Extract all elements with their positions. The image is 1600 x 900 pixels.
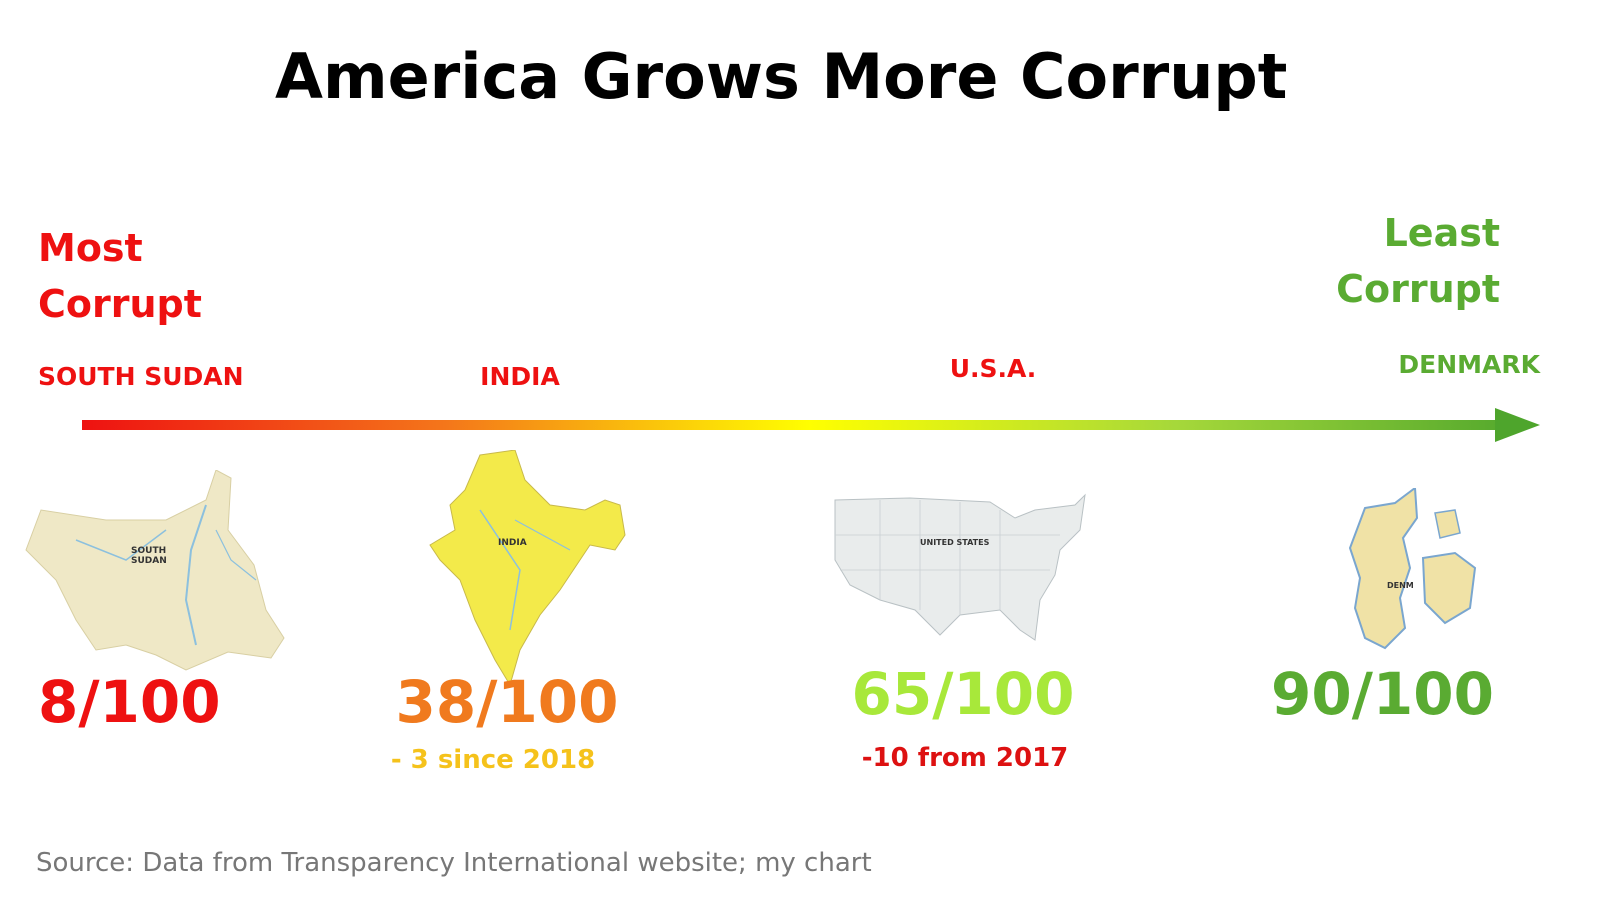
most-corrupt-label: Most Corrupt bbox=[38, 220, 202, 332]
denmark-map-icon: DENM bbox=[1345, 488, 1480, 653]
least-corrupt-line1: Least bbox=[1383, 211, 1500, 255]
svg-text:SOUTH: SOUTH bbox=[131, 546, 166, 556]
score-india: 38/100 bbox=[395, 668, 619, 736]
india-map-icon: INDIA bbox=[429, 450, 626, 687]
score-south-sudan: 8/100 bbox=[38, 668, 221, 736]
south-sudan-map-icon: SOUTH SUDAN bbox=[25, 470, 285, 671]
corruption-scale-arrow bbox=[82, 408, 1540, 442]
least-corrupt-line2: Corrupt bbox=[1336, 267, 1500, 311]
score-denmark: 90/100 bbox=[1271, 660, 1494, 728]
page-title: America Grows More Corrupt bbox=[275, 40, 1288, 113]
svg-text:DENM: DENM bbox=[1387, 581, 1414, 590]
svg-text:INDIA: INDIA bbox=[498, 538, 527, 548]
country-label-usa: U.S.A. bbox=[949, 354, 1037, 383]
source-note: Source: Data from Transparency Internati… bbox=[36, 848, 872, 878]
usa-map-icon: UNITED STATES bbox=[834, 493, 1086, 641]
change-note-india: - 3 since 2018 bbox=[390, 745, 596, 775]
country-label-denmark: DENMARK bbox=[1398, 350, 1540, 379]
change-note-usa: -10 from 2017 bbox=[861, 743, 1069, 773]
svg-text:UNITED STATES: UNITED STATES bbox=[920, 538, 990, 547]
svg-text:SUDAN: SUDAN bbox=[131, 556, 167, 566]
score-usa: 65/100 bbox=[851, 660, 1075, 728]
most-corrupt-line2: Corrupt bbox=[38, 282, 202, 326]
country-label-india: INDIA bbox=[480, 362, 560, 391]
most-corrupt-line1: Most bbox=[38, 226, 143, 270]
least-corrupt-label: Least Corrupt bbox=[1336, 205, 1500, 317]
country-label-south-sudan: SOUTH SUDAN bbox=[38, 362, 244, 391]
